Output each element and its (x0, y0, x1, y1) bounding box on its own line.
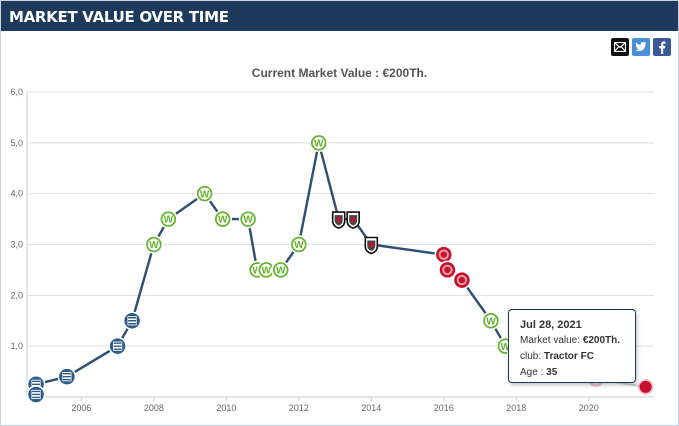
twitter-icon (635, 42, 647, 52)
data-point-wolfsburg: W (159, 209, 178, 229)
facebook-share-button[interactable] (653, 38, 671, 56)
svg-text:W: W (164, 215, 174, 226)
tooltip-club: club: Tractor FC (520, 351, 594, 362)
y-tick-label: 3,0 (10, 240, 23, 250)
data-point-wolfsburg: W (238, 209, 258, 229)
x-tick-label: 2008 (144, 403, 164, 413)
tooltip-market-value: Market value: €200Th. (520, 335, 620, 346)
twitter-share-button[interactable] (632, 38, 650, 56)
x-tick-label: 2012 (289, 403, 309, 413)
y-tick-label: 6,0 (10, 87, 23, 97)
svg-text:W: W (276, 266, 286, 277)
y-tick-label: 2,0 (10, 290, 23, 300)
data-point-tractor (438, 260, 457, 280)
tooltip-date: Jul 28, 2021 (520, 319, 582, 331)
data-point-hertha (57, 367, 77, 386)
svg-text:W: W (243, 215, 253, 226)
current-value-marker (639, 380, 652, 393)
data-point-fulham (331, 211, 346, 229)
tooltip-age-label: Age : (520, 367, 544, 378)
svg-text:W: W (261, 266, 271, 277)
panel-header: MARKET VALUE OVER TIME (1, 1, 678, 31)
data-point-wolfsburg: W (309, 133, 329, 153)
y-tick-label: 1,0 (10, 341, 23, 351)
data-point-hertha (26, 385, 46, 404)
svg-text:W: W (501, 342, 511, 353)
y-tick-label: 5,0 (10, 138, 23, 148)
email-share-button[interactable] (611, 38, 629, 56)
facebook-icon (659, 40, 666, 54)
data-point-fulham (364, 236, 379, 255)
data-point-wolfsburg: W (289, 235, 309, 254)
svg-text:W: W (200, 189, 210, 200)
data-point-wolfsburg: W (195, 184, 214, 203)
data-point-wolfsburg: W (144, 235, 164, 254)
data-point-tractor (434, 245, 454, 264)
tooltip-value-label: Market value: (520, 335, 581, 346)
email-icon (614, 42, 626, 52)
tooltip-value: €200Th. (582, 335, 621, 346)
data-point-hertha (108, 336, 127, 356)
x-tick-label: 2016 (434, 403, 454, 413)
x-tick-label: 2010 (216, 403, 236, 413)
tooltip-age-value: 35 (546, 367, 558, 378)
tooltip-age: Age : 35 (520, 367, 557, 378)
x-tick-label: 2020 (579, 403, 599, 413)
data-point-tractor (452, 270, 472, 290)
x-tick-label: 2014 (361, 403, 381, 413)
tooltip-club-label: club: (520, 351, 542, 362)
y-tick-label: 4,0 (10, 189, 23, 199)
svg-text:W: W (218, 215, 228, 226)
chart-title: Current Market Value : €200Th. (251, 66, 428, 80)
data-point-fulham (346, 211, 360, 229)
svg-text:W: W (486, 316, 496, 327)
svg-text:W: W (294, 240, 304, 251)
tooltip-club-name: Tractor FC (543, 351, 594, 362)
svg-text:W: W (149, 240, 159, 251)
data-point-wolfsburg: W (213, 209, 232, 229)
x-tick-label: 2006 (71, 403, 91, 413)
x-tick-label: 2018 (506, 403, 526, 413)
panel-title: MARKET VALUE OVER TIME (9, 8, 229, 26)
data-point-wolfsburg: W (271, 260, 290, 280)
svg-text:W: W (314, 138, 324, 149)
data-point-wolfsburg: W (481, 311, 501, 330)
data-point-hertha (122, 311, 142, 330)
tooltip: Jul 28, 2021 Market value: €200Th. club:… (508, 309, 636, 383)
